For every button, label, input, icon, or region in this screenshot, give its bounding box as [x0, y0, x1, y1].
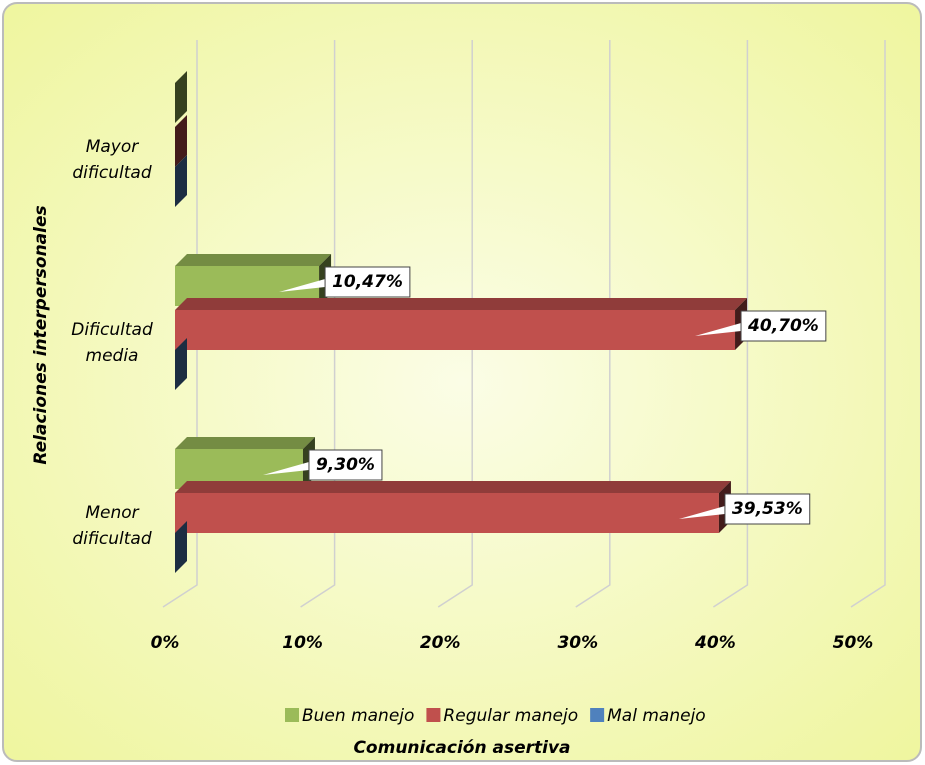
bar: [175, 115, 187, 167]
data-label-pointer: [279, 279, 326, 292]
bar: [175, 298, 748, 350]
legend-swatch: [426, 708, 441, 722]
bar-side: [175, 338, 187, 390]
x-tick-label: 50%: [833, 633, 874, 653]
legend-label: Mal manejo: [607, 706, 706, 726]
legend-label: Regular manejo: [443, 706, 578, 726]
data-label-pointer: [678, 506, 725, 519]
data-label: 10,47%: [332, 272, 403, 292]
x-axis-title: Comunicación asertiva: [353, 738, 570, 758]
grid-line: [300, 40, 336, 608]
data-label: 9,30%: [316, 455, 375, 475]
data-label: 40,70%: [747, 316, 819, 336]
grid-line: [437, 40, 473, 608]
grid-line: [850, 40, 886, 608]
bar: [175, 481, 731, 533]
grid-line: [162, 40, 198, 608]
data-label-box: [724, 493, 811, 525]
bar-front: [175, 493, 719, 533]
grid-line: [575, 40, 611, 608]
data-label: 39,53%: [732, 499, 803, 519]
bar: [175, 155, 187, 207]
bar: [175, 521, 187, 573]
data-label-box: [740, 310, 827, 342]
x-tick-label: 30%: [557, 633, 598, 653]
bar-top: [175, 481, 731, 493]
bar-side: [175, 521, 187, 573]
bar-top: [175, 298, 748, 310]
legend-swatch: [590, 708, 605, 722]
data-label-pointer: [695, 323, 742, 336]
x-tick-label: 20%: [420, 633, 461, 653]
legend-swatch: [285, 708, 299, 722]
y-tick-label: Menor dificultad: [72, 503, 151, 549]
y-axis-title: Relaciones interpersonales: [31, 205, 51, 464]
y-tick-label: Mayor dificultad: [72, 137, 151, 183]
data-label-box: [308, 449, 383, 481]
bar: [175, 338, 187, 390]
bar-side: [175, 71, 187, 123]
bar-top: [175, 254, 332, 266]
bar-side: [175, 115, 187, 167]
bar-top: [175, 437, 315, 449]
bar-side: [175, 155, 187, 207]
bar: [175, 71, 187, 123]
x-tick-label: 10%: [282, 633, 323, 653]
bar-front: [175, 310, 736, 350]
y-tick-label: Dificultad media: [71, 320, 153, 366]
x-tick-label: 0%: [151, 633, 180, 653]
x-tick-label: 40%: [694, 633, 736, 653]
data-label-box: [324, 266, 411, 298]
legend-label: Buen manejo: [302, 706, 414, 726]
data-label-pointer: [262, 462, 309, 475]
grid-line: [712, 40, 749, 608]
